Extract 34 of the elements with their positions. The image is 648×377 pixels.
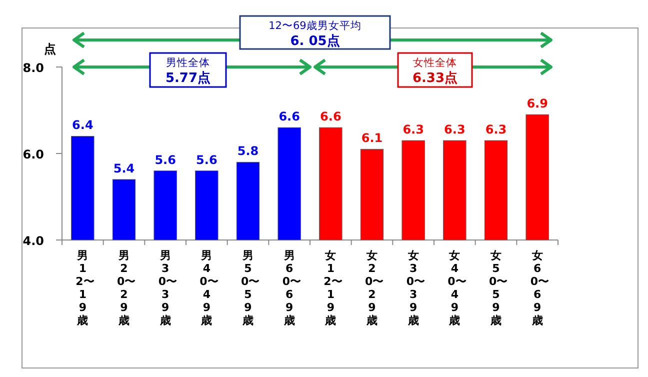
data-label: 6.3 [485, 122, 507, 137]
text: 6. 05点 [290, 33, 340, 49]
x-tick-label: 女 50〜59歳 [489, 249, 508, 327]
text: 12〜69歳男女平均 [268, 19, 362, 32]
data-label: 6.9 [526, 96, 548, 111]
x-tick-label: 女 12〜19歳 [324, 249, 342, 327]
x-tick-label: 女 40〜49歳 [448, 249, 466, 327]
x-tick-label: 男 12〜19歳 [76, 249, 94, 327]
x-tick-label: 男 50〜59歳 [241, 249, 260, 327]
x-tick-label: 女 60〜69歳 [530, 249, 549, 327]
x-tick-label: 男 40〜49歳 [200, 249, 218, 327]
y-tick-label: 8.0 [22, 61, 44, 75]
data-label: 6.4 [72, 118, 94, 132]
data-label: 5.8 [237, 144, 259, 158]
data-label: 6.3 [444, 122, 466, 137]
data-label: 5.6 [196, 152, 218, 167]
data-label: 6.6 [278, 110, 300, 124]
annotation: 女性全体 [413, 57, 457, 69]
annotation: 男性全体 [166, 57, 210, 69]
y-tick-label: 6.0 [22, 148, 44, 162]
annotation: 6.33点 [412, 70, 458, 86]
data-label: 6.6 [320, 110, 342, 124]
x-tick-label: 男 60〜69歳 [282, 249, 301, 327]
data-label: 5.6 [154, 152, 176, 167]
x-tick-label: 男 30〜39歳 [158, 249, 177, 327]
data-label: 6.3 [402, 122, 424, 137]
data-label: 5.4 [113, 161, 135, 176]
annotation: 5.77点 [165, 70, 211, 86]
x-tick-label: 女 20〜29歳 [365, 249, 384, 327]
y-tick-label: 4.0 [22, 234, 44, 248]
x-tick-label: 男 20〜29歳 [117, 249, 136, 327]
data-label: 6.1 [361, 131, 383, 146]
x-tick-label: 女 30〜39歳 [406, 249, 425, 327]
y-axis-title: 点 [44, 42, 56, 56]
